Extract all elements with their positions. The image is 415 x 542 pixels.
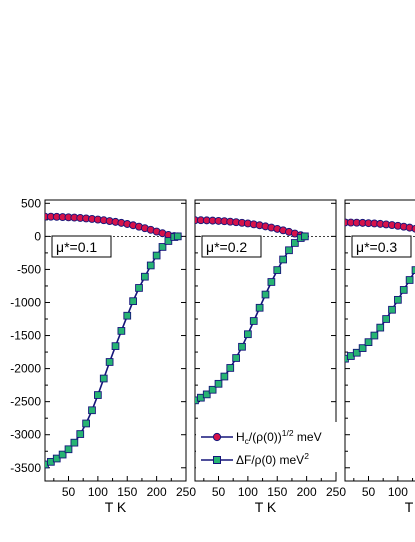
legend-hc-marker <box>212 432 222 442</box>
df-data-point <box>376 323 385 332</box>
df-data-point <box>255 303 264 312</box>
df-data-point <box>158 243 167 251</box>
df-data-point <box>405 276 414 284</box>
df-data-point <box>117 327 126 335</box>
panel-frame <box>344 199 415 482</box>
y-tick-label: -1500 <box>10 329 41 343</box>
annotation-box <box>201 235 262 258</box>
x-axis-label: T K <box>255 499 277 515</box>
annotation-label: μ*=0.3 <box>356 239 397 255</box>
df-data-point <box>152 251 161 260</box>
legend-hc-label: Hc/(ρ(0))1/2 meV <box>236 428 322 446</box>
x-tick-label: 200 <box>297 485 317 499</box>
mu-annotation: μ*=0.1 <box>51 235 112 258</box>
df-data-point <box>173 232 182 241</box>
df-data-point <box>238 342 246 351</box>
df-data-point <box>273 266 282 274</box>
y-tick-label: -2500 <box>10 395 41 409</box>
df-data-point <box>249 317 258 325</box>
df-data-point <box>141 272 149 281</box>
df-data-point <box>358 344 367 352</box>
x-tick-label: 50 <box>62 485 76 499</box>
df-data-point <box>232 354 240 362</box>
df-data-point <box>352 348 361 357</box>
df-data-point <box>267 278 276 286</box>
mu-annotation: μ*=0.3 <box>351 235 412 258</box>
x-tick-label: 50 <box>212 485 226 499</box>
df-data-point <box>388 305 396 314</box>
hc-data-point <box>411 224 415 233</box>
x-tick-label: 150 <box>267 485 287 499</box>
df-data-point <box>291 239 299 247</box>
x-tick-label: 50 <box>362 485 376 499</box>
panel-frame <box>44 199 187 482</box>
df-data-point <box>399 286 408 294</box>
annotation-label: μ*=0.2 <box>206 239 247 255</box>
df-data-point <box>382 315 390 323</box>
df-data-point <box>244 330 252 339</box>
df-data-point <box>370 331 379 340</box>
y-tick-label: -2000 <box>10 362 41 376</box>
df-data-point <box>146 261 155 270</box>
df-data-point <box>70 438 79 447</box>
chart-legend: Hc/(ρ(0))1/2 meV ΔF/ρ(0) meV2 <box>196 422 341 472</box>
series-line <box>45 235 178 466</box>
panel-frame <box>194 199 337 482</box>
x-tick-label: 100 <box>88 485 108 499</box>
df-data-point <box>394 295 402 304</box>
x-tick-label: 200 <box>147 485 167 499</box>
df-data-point <box>99 374 108 383</box>
df-data-point <box>129 297 137 306</box>
y-tick-label: -3000 <box>10 428 41 442</box>
df-data-point <box>76 430 85 438</box>
df-data-point <box>261 290 270 299</box>
df-data-point <box>135 284 143 292</box>
x-axis-label: T K <box>105 499 127 515</box>
df-data-point <box>214 379 223 388</box>
x-tick-label: 100 <box>238 485 258 499</box>
x-tick-label: 100 <box>388 485 408 499</box>
df-data-point <box>64 445 73 454</box>
df-data-point <box>52 454 61 463</box>
df-data-point <box>164 237 173 245</box>
x-tick-label: 150 <box>117 485 137 499</box>
df-data-point <box>202 390 211 399</box>
df-data-point <box>208 385 217 394</box>
df-data-point <box>285 246 293 255</box>
annotation-box <box>51 235 112 258</box>
df-data-point <box>105 358 114 366</box>
x-tick-label: 250 <box>326 485 346 499</box>
df-data-point <box>82 419 90 428</box>
df-data-point <box>279 255 287 264</box>
x-tick-label: 250 <box>176 485 196 499</box>
df-data-point <box>58 450 67 459</box>
df-data-point <box>220 372 229 381</box>
df-data-point <box>123 311 132 320</box>
annotation-label: μ*=0.1 <box>56 239 97 255</box>
y-tick-label: -3500 <box>10 461 41 475</box>
df-data-point <box>111 342 120 350</box>
mu-annotation: μ*=0.2 <box>201 235 262 258</box>
df-data-point <box>301 232 309 241</box>
y-tick-label: -500 <box>17 262 41 276</box>
df-data-point <box>226 364 235 372</box>
y-tick-label: 0 <box>34 229 41 243</box>
legend-df-label: ΔF/ρ(0) meV2 <box>236 451 309 467</box>
df-data-point <box>411 266 415 274</box>
annotation-box <box>351 235 412 258</box>
df-data-point <box>94 391 102 399</box>
df-data-point <box>88 406 96 415</box>
x-axis-label: T K <box>405 499 415 515</box>
legend-df-marker <box>213 456 221 464</box>
y-tick-label: 500 <box>21 196 41 210</box>
df-data-point <box>364 338 373 347</box>
y-tick-label: -1000 <box>10 295 41 309</box>
